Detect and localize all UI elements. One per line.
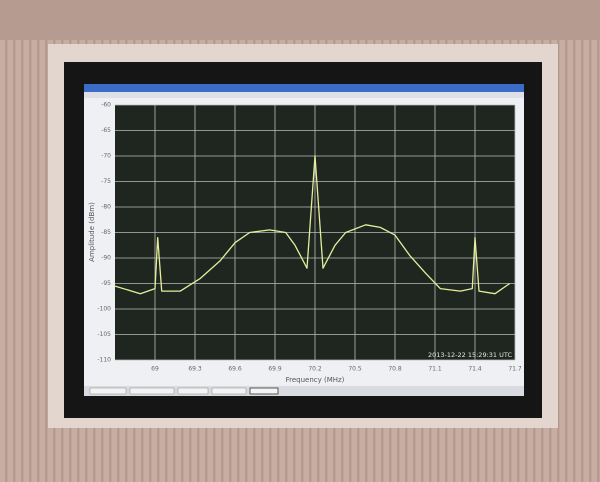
y-tick-label: -100 bbox=[97, 306, 111, 313]
x-tick-label: 70.2 bbox=[308, 366, 322, 373]
y-tick-label: -80 bbox=[101, 204, 111, 211]
menu-bar bbox=[84, 92, 524, 98]
x-tick-label: 70.5 bbox=[348, 366, 362, 373]
y-tick-label: -95 bbox=[101, 280, 111, 287]
y-tick-label: -90 bbox=[101, 255, 111, 262]
status-button[interactable] bbox=[211, 387, 247, 395]
window-title-bar bbox=[84, 84, 524, 92]
x-tick-label: 69.3 bbox=[188, 366, 202, 373]
y-axis-label: Amplitude (dBm) bbox=[88, 202, 96, 262]
x-tick-label: 69.6 bbox=[228, 366, 242, 373]
trace-line bbox=[114, 155, 511, 295]
x-tick-label: 71.1 bbox=[428, 366, 442, 373]
y-tick-label: -75 bbox=[101, 178, 111, 185]
wall-top bbox=[0, 0, 600, 40]
status-bar bbox=[84, 386, 524, 396]
y-tick-label: -70 bbox=[101, 153, 111, 160]
y-tick-label: -110 bbox=[97, 357, 111, 364]
status-button[interactable] bbox=[177, 387, 209, 395]
y-tick-label: -85 bbox=[101, 229, 111, 236]
status-button[interactable] bbox=[249, 387, 279, 395]
x-tick-label: 71.4 bbox=[468, 366, 482, 373]
y-tick-label: -105 bbox=[97, 331, 111, 338]
x-tick-label: 69.9 bbox=[268, 366, 282, 373]
x-tick-label: 71.7 bbox=[508, 366, 522, 373]
x-tick-label: 70.8 bbox=[388, 366, 402, 373]
y-tick-label: -65 bbox=[101, 127, 111, 134]
y-tick-label: -60 bbox=[101, 102, 111, 109]
status-button[interactable] bbox=[89, 387, 127, 395]
status-button[interactable] bbox=[129, 387, 175, 395]
timestamp: 2013-12-22 15:29:31 UTC bbox=[428, 351, 512, 359]
x-tick-label: 69 bbox=[151, 366, 159, 373]
x-axis-label: Frequency (MHz) bbox=[286, 376, 345, 384]
